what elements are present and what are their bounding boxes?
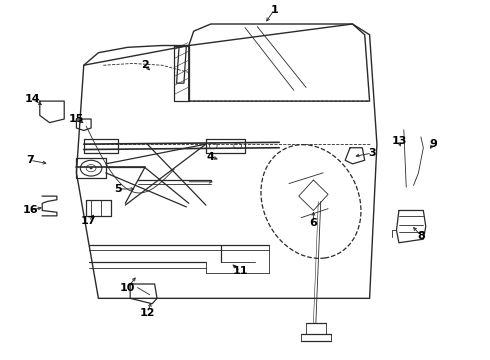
Text: 7: 7 [26, 155, 34, 165]
Text: 4: 4 [207, 152, 215, 162]
Text: 13: 13 [391, 136, 407, 145]
Circle shape [90, 167, 93, 169]
Text: 8: 8 [417, 231, 425, 240]
Text: 15: 15 [69, 114, 84, 124]
Text: 16: 16 [22, 206, 38, 216]
Text: 14: 14 [24, 94, 40, 104]
Text: 12: 12 [140, 308, 155, 318]
Text: 17: 17 [81, 216, 97, 226]
Text: 1: 1 [270, 5, 278, 15]
Text: 9: 9 [429, 139, 437, 149]
Text: 3: 3 [368, 148, 376, 158]
Text: 10: 10 [120, 283, 135, 293]
Text: 11: 11 [232, 266, 248, 276]
Text: 2: 2 [141, 60, 148, 70]
Text: 6: 6 [310, 218, 318, 228]
Text: 5: 5 [114, 184, 122, 194]
